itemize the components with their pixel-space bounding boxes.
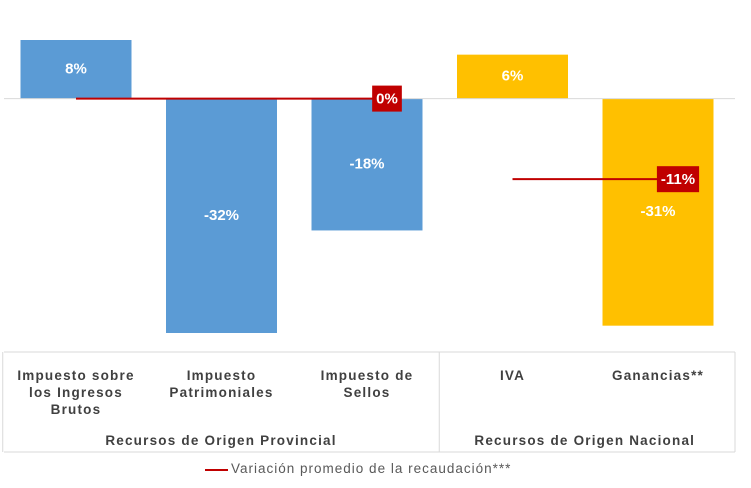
bar — [311, 98, 423, 231]
value-label: -31% — [640, 203, 675, 220]
value-label: -32% — [204, 207, 239, 224]
average-label: -11% — [661, 171, 695, 188]
category-label: Ganancias** — [612, 368, 704, 383]
bar — [602, 98, 714, 326]
category-label: Impuesto Patrimoniales — [169, 368, 274, 400]
value-label: 8% — [65, 60, 87, 77]
bar — [457, 54, 568, 99]
group-label: Recursos de Origen Nacional — [474, 433, 696, 448]
category-label: Impuesto de Sellos — [320, 368, 414, 400]
legend-label: Variación promedio de la recaudación*** — [231, 461, 512, 476]
category-label: IVA — [499, 368, 526, 383]
category-label: Impuesto sobre los Ingresos Brutos — [17, 368, 135, 417]
bar — [20, 40, 132, 99]
average-box — [372, 85, 402, 112]
value-label: 6% — [502, 68, 524, 85]
bar — [166, 98, 277, 333]
average-box — [656, 166, 700, 193]
average-label: 0% — [376, 91, 398, 108]
value-label: -18% — [349, 155, 384, 172]
group-label: Recursos de Origen Provincial — [105, 433, 337, 448]
